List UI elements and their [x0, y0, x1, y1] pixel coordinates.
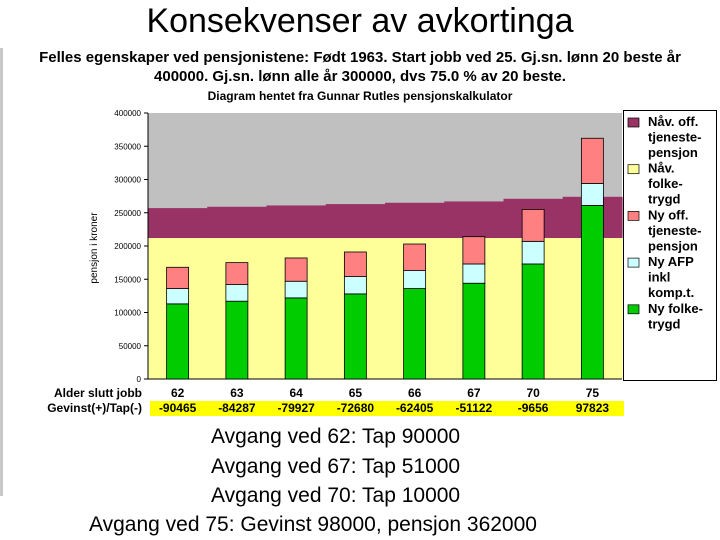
takeaway-62: Avgang ved 62: Tap 90000	[211, 425, 461, 448]
x-tick-label: 70	[526, 386, 540, 400]
gevinst-value: -79927	[277, 401, 315, 415]
y-tick-label: 150000	[114, 275, 141, 284]
bar-ny-afp-inkl-komp-t--64	[284, 280, 308, 299]
background-tjenestepensjon-66	[385, 202, 445, 239]
bar-ny-folketrygd-63	[225, 300, 249, 380]
bar-ny-folketrygd-67	[462, 282, 486, 380]
bar-ny-off-tjenestepensjon-66	[403, 243, 427, 272]
bar-ny-afp-inkl-komp-t--65	[343, 276, 367, 295]
legend-tjenestepensjon-ny-label: Ny off. tjeneste-pensjon	[648, 207, 701, 253]
gevinst-row-band	[150, 401, 624, 416]
bar-ny-afp-inkl-komp-t--63	[225, 284, 249, 302]
bar-ny-off-tjenestepensjon-62	[166, 266, 190, 289]
bar-ny-afp-inkl-komp-t--67	[462, 263, 486, 284]
takeaway-75: Avgang ved 75: Gevinst 98000, pensjon 36…	[89, 513, 537, 536]
alder-row-label: Alder slutt jobb	[54, 386, 142, 400]
bar-ny-folketrygd-75	[580, 205, 604, 380]
x-tick-label: 75	[586, 386, 600, 400]
legend-folketrygd-naa-label: Nåv. folke-trygd	[648, 161, 683, 207]
x-tick-label: 67	[467, 386, 481, 400]
takeaway-67: Avgang ved 67: Tap 51000	[211, 455, 461, 478]
page-title: Konsekvenser av avkortinga	[146, 2, 574, 40]
legend-folketrygd-ny-label: Ny folke-trygd	[648, 301, 703, 332]
bar-ny-folketrygd-66	[403, 288, 427, 380]
background-tjenestepensjon-67	[444, 201, 505, 239]
gevinst-value: 97823	[576, 401, 610, 415]
bar-ny-folketrygd-62	[166, 303, 190, 380]
left-edge-bar	[0, 48, 3, 496]
chart-source: Diagram hentet fra Gunnar Rutles pensjon…	[207, 89, 513, 103]
background-tjenestepensjon-63	[207, 206, 268, 239]
bar-ny-afp-inkl-komp-t--70	[521, 240, 545, 265]
legend-tjenestepensjon-naa-swatch	[627, 117, 640, 128]
takeaway-70: Avgang ved 70: Tap 10000	[211, 484, 461, 507]
gevinst-value: -9656	[518, 401, 549, 415]
bar-ny-afp-inkl-komp-t--66	[403, 270, 427, 289]
y-tick-label: 50000	[119, 342, 142, 351]
legend-folketrygd-ny-swatch	[627, 304, 640, 315]
bar-ny-off-tjenestepensjon-70	[521, 209, 545, 242]
bar-ny-off-tjenestepensjon-67	[462, 236, 486, 265]
subtitle-line-2: 400000. Gj.sn. lønn alle år 300000, dvs …	[154, 68, 566, 85]
legend-afp-ny-swatch	[627, 257, 640, 268]
bar-ny-afp-inkl-komp-t--62	[166, 288, 190, 305]
legend-afp-ny-label: Ny AFP inkl komp.t.	[648, 254, 694, 300]
x-tick-label: 65	[349, 386, 363, 400]
bar-ny-off-tjenestepensjon-75	[580, 137, 604, 184]
x-tick-label: 62	[171, 386, 185, 400]
y-tick-label: 300000	[114, 176, 141, 185]
gevinst-value: -51122	[456, 401, 493, 415]
bar-ny-folketrygd-65	[343, 293, 367, 380]
bar-ny-afp-inkl-komp-t--75	[580, 183, 604, 206]
y-tick-label: 250000	[114, 209, 141, 218]
legend-tjenestepensjon-naa-label: Nåv. off. tjeneste-pensjon	[648, 114, 701, 160]
background-tjenestepensjon-64	[266, 205, 327, 239]
gevinst-value: -62405	[396, 401, 434, 415]
legend-box	[623, 110, 717, 381]
bar-ny-folketrygd-70	[521, 263, 545, 380]
background-tjenestepensjon-65	[325, 204, 386, 239]
bar-ny-folketrygd-64	[284, 297, 308, 380]
gevinst-row-label: Gevinst(+)/Tap(-)	[47, 401, 142, 415]
bar-ny-off-tjenestepensjon-63	[225, 262, 249, 285]
y-tick-label: 200000	[114, 242, 141, 251]
y-tick-label: 100000	[114, 309, 141, 318]
gevinst-value: -72680	[337, 401, 375, 415]
background-tjenestepensjon-62	[148, 208, 208, 239]
gevinst-value: -84287	[218, 401, 256, 415]
y-tick-label: 0	[137, 375, 142, 384]
bar-ny-off-tjenestepensjon-65	[343, 251, 367, 277]
bar-ny-off-tjenestepensjon-64	[284, 257, 308, 282]
subtitle-line-1: Felles egenskaper ved pensjonistene: Fød…	[39, 49, 681, 66]
x-tick-label: 63	[230, 386, 244, 400]
legend-tjenestepensjon-ny-swatch	[627, 211, 640, 221]
y-tick-label: 350000	[114, 142, 141, 151]
y-axis-label: pensjon i kroner	[89, 212, 100, 284]
x-tick-label: 64	[289, 386, 303, 400]
y-tick-label: 400000	[114, 109, 141, 118]
subtitle: Felles egenskaper ved pensjonistene: Fød…	[10, 48, 710, 86]
gevinst-value: -90465	[159, 401, 197, 415]
x-tick-label: 66	[408, 386, 422, 400]
legend-folketrygd-naa-swatch	[627, 164, 640, 175]
